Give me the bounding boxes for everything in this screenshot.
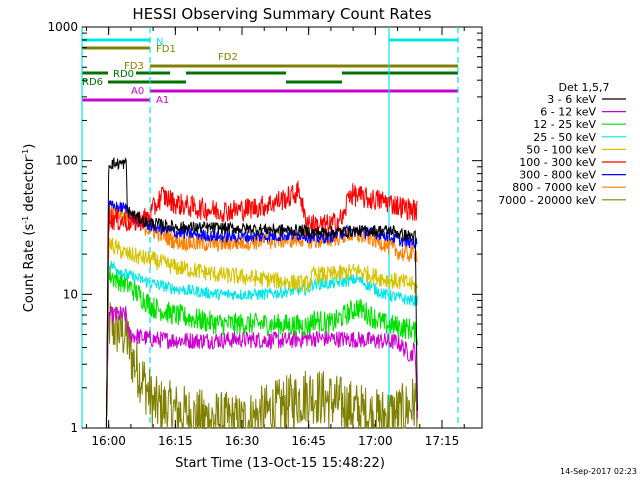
legend-label-1: 6 - 12 keV [540, 106, 596, 119]
legend-label-0: 3 - 6 keV [547, 93, 596, 106]
y-label-sup-1: -1 [21, 216, 30, 224]
y-label-sup-2: -1 [21, 149, 30, 157]
legend-label-3: 25 - 50 keV [533, 131, 596, 144]
state-label-rd6: RD6 [82, 77, 103, 88]
series-line-2 [105, 265, 418, 423]
series-line-6 [105, 200, 418, 427]
series-line-8 [105, 302, 418, 430]
x-tick-label-4: 17:00 [358, 434, 393, 448]
timestamp: 14-Sep-2017 02:23 [560, 467, 637, 476]
y-tick-label-3: 1000 [47, 20, 78, 34]
legend-label-6: 300 - 800 keV [519, 169, 596, 182]
x-tick-label-2: 16:30 [225, 434, 260, 448]
series-line-3 [105, 260, 418, 429]
x-tick-label-3: 16:45 [291, 434, 326, 448]
legend-label-2: 12 - 25 keV [533, 118, 596, 131]
y-axis-label: Count Rate (s-1 detector-1) [21, 144, 37, 313]
state-bars: N FD1 FD2 FD3 RD0 RD6 A0 A1 [82, 37, 458, 106]
state-label-a0: A0 [131, 86, 144, 97]
y-tick-label-0: 1 [70, 421, 78, 435]
legend-label-7: 800 - 7000 keV [512, 181, 596, 194]
series-layer [105, 156, 418, 430]
state-label-fd3: FD3 [124, 61, 144, 72]
x-axis: 16:00 16:15 16:30 16:45 17:00 17:15 [85, 27, 465, 448]
state-label-fd2: FD2 [218, 52, 238, 63]
legend-label-5: 100 - 300 keV [519, 156, 596, 169]
chart-title: HESSI Observing Summary Count Rates [132, 5, 431, 23]
state-label-a1: A1 [156, 95, 169, 106]
y-label-part-1: Count Rate (s [22, 224, 37, 313]
legend-label-8: 7000 - 20000 keV [498, 194, 596, 207]
x-tick-label-5: 17:15 [425, 434, 460, 448]
y-tick-label-2: 100 [55, 154, 78, 168]
y-label-part-2: detector [22, 156, 37, 216]
x-tick-label-1: 16:15 [158, 434, 193, 448]
y-tick-label-1: 10 [63, 287, 78, 301]
legend-label-4: 50 - 100 keV [526, 143, 596, 156]
state-label-n: N [156, 37, 163, 48]
series-line-4 [105, 237, 418, 429]
state-label-fd1: FD1 [156, 44, 176, 55]
legend-title: Det 1,5,7 [558, 81, 609, 94]
y-axis: 1 10 100 1000 [47, 20, 482, 435]
x-axis-label: Start Time (13-Oct-15 15:48:22) [175, 456, 385, 471]
y-label-part-3: ) [22, 144, 37, 149]
series-line-1 [105, 305, 418, 429]
series-line-0 [105, 156, 418, 429]
state-label-rd0: RD0 [113, 69, 134, 80]
series-line-5 [105, 180, 418, 421]
x-tick-label-0: 16:00 [91, 434, 126, 448]
